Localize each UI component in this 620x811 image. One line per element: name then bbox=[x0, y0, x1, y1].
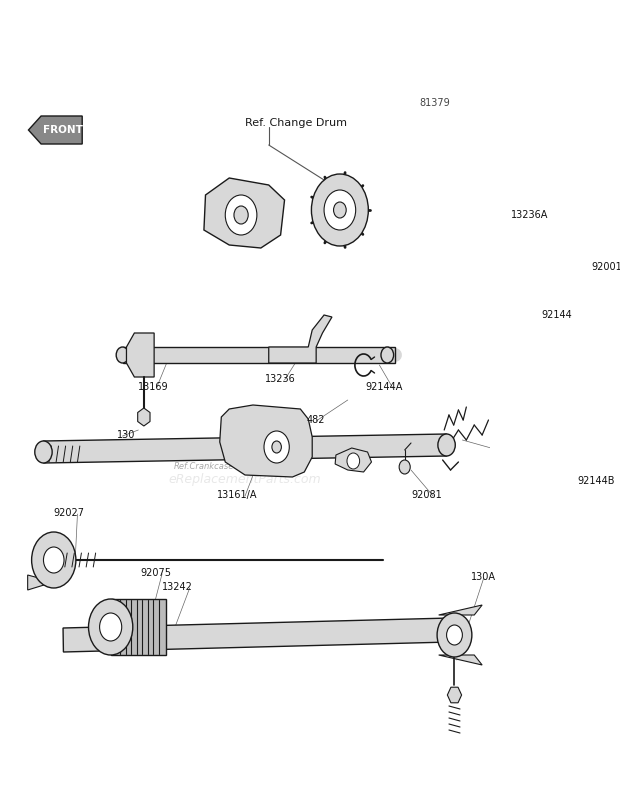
Circle shape bbox=[399, 460, 410, 474]
Circle shape bbox=[311, 174, 368, 246]
Text: Ref. Change Drum: Ref. Change Drum bbox=[245, 118, 347, 128]
Circle shape bbox=[437, 613, 472, 657]
Text: 130: 130 bbox=[117, 430, 135, 440]
Polygon shape bbox=[28, 575, 54, 590]
Text: 13161/A: 13161/A bbox=[218, 490, 258, 500]
Polygon shape bbox=[126, 333, 154, 377]
Circle shape bbox=[334, 202, 346, 218]
Text: 482: 482 bbox=[307, 415, 325, 425]
Text: 81379: 81379 bbox=[420, 98, 451, 108]
Circle shape bbox=[225, 195, 257, 235]
Circle shape bbox=[116, 347, 129, 363]
Circle shape bbox=[234, 206, 248, 224]
Text: 13169: 13169 bbox=[138, 382, 169, 392]
Polygon shape bbox=[43, 434, 446, 463]
Circle shape bbox=[89, 599, 133, 655]
Text: 92001: 92001 bbox=[591, 262, 620, 272]
Polygon shape bbox=[29, 116, 82, 144]
Text: 92144B: 92144B bbox=[577, 476, 614, 486]
Polygon shape bbox=[502, 185, 526, 220]
Polygon shape bbox=[138, 408, 150, 426]
Polygon shape bbox=[439, 655, 482, 665]
Text: 92144A: 92144A bbox=[365, 382, 402, 392]
Circle shape bbox=[347, 453, 360, 469]
Polygon shape bbox=[110, 599, 166, 655]
Polygon shape bbox=[439, 605, 482, 615]
Polygon shape bbox=[589, 243, 604, 260]
Text: eReplacementParts.com: eReplacementParts.com bbox=[169, 474, 321, 487]
Polygon shape bbox=[448, 687, 462, 703]
Text: 92081: 92081 bbox=[411, 490, 442, 500]
Circle shape bbox=[324, 190, 356, 230]
Circle shape bbox=[507, 186, 517, 198]
Circle shape bbox=[438, 434, 455, 456]
Polygon shape bbox=[268, 315, 332, 363]
Text: 130A: 130A bbox=[471, 572, 496, 582]
Text: 13242: 13242 bbox=[162, 582, 193, 592]
Circle shape bbox=[272, 441, 281, 453]
Text: FRONT: FRONT bbox=[43, 125, 82, 135]
Text: Ref.Crankcase: Ref.Crankcase bbox=[174, 462, 234, 471]
Polygon shape bbox=[335, 448, 371, 472]
Polygon shape bbox=[63, 618, 451, 652]
Circle shape bbox=[43, 547, 64, 573]
Circle shape bbox=[446, 625, 463, 645]
Text: 92144: 92144 bbox=[541, 310, 572, 320]
Text: 13236: 13236 bbox=[265, 374, 296, 384]
Circle shape bbox=[100, 613, 122, 641]
Circle shape bbox=[381, 347, 394, 363]
Circle shape bbox=[593, 248, 600, 256]
Polygon shape bbox=[204, 178, 285, 248]
Circle shape bbox=[32, 532, 76, 588]
Polygon shape bbox=[123, 347, 395, 363]
Circle shape bbox=[264, 431, 290, 463]
Polygon shape bbox=[219, 405, 312, 477]
Circle shape bbox=[35, 441, 52, 463]
Text: 92075: 92075 bbox=[141, 568, 172, 578]
Text: 13236A: 13236A bbox=[511, 210, 548, 220]
Text: 92027: 92027 bbox=[54, 508, 85, 518]
